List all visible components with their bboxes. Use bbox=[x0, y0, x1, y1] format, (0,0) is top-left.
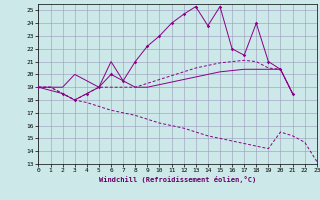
X-axis label: Windchill (Refroidissement éolien,°C): Windchill (Refroidissement éolien,°C) bbox=[99, 176, 256, 183]
